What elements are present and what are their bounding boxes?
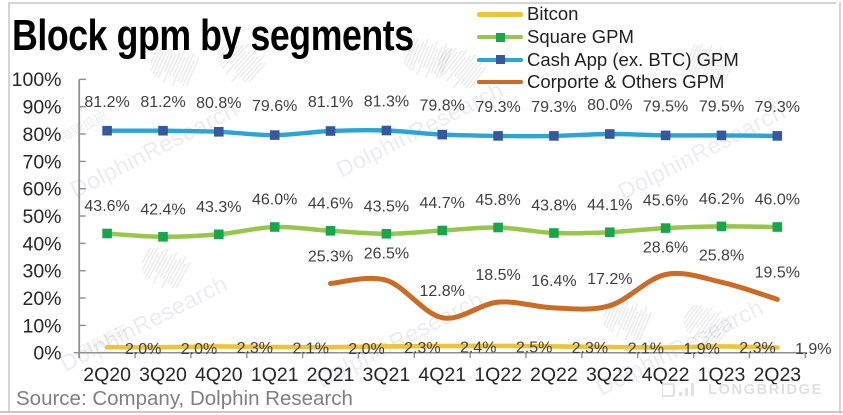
svg-text:2.3%: 2.3%: [404, 340, 440, 357]
svg-text:79.5%: 79.5%: [699, 99, 744, 116]
svg-text:0%: 0%: [33, 343, 61, 365]
svg-text:50%: 50%: [22, 206, 61, 228]
svg-text:81.1%: 81.1%: [308, 94, 353, 111]
svg-text:46.0%: 46.0%: [755, 192, 800, 209]
svg-text:2.5%: 2.5%: [516, 340, 552, 357]
svg-text:19.5%: 19.5%: [755, 265, 800, 282]
svg-text:2.3%: 2.3%: [739, 340, 775, 357]
svg-text:17.2%: 17.2%: [587, 271, 632, 288]
svg-text:70%: 70%: [22, 151, 61, 173]
svg-text:81.3%: 81.3%: [364, 94, 409, 111]
svg-text:44.7%: 44.7%: [420, 195, 465, 212]
svg-text:2.1%: 2.1%: [292, 341, 328, 358]
svg-text:43.8%: 43.8%: [531, 198, 576, 215]
svg-text:12.8%: 12.8%: [420, 283, 465, 300]
svg-text:3Q22: 3Q22: [586, 364, 634, 386]
svg-text:1.9%: 1.9%: [795, 341, 831, 358]
svg-text:79.3%: 79.3%: [755, 99, 800, 116]
svg-text:45.8%: 45.8%: [475, 192, 520, 209]
svg-text:1.9%: 1.9%: [683, 341, 719, 358]
svg-text:90%: 90%: [22, 97, 61, 119]
svg-text:2.0%: 2.0%: [181, 341, 217, 358]
svg-text:10%: 10%: [22, 315, 61, 337]
svg-text:30%: 30%: [22, 261, 61, 283]
svg-text:2.1%: 2.1%: [628, 341, 664, 358]
svg-text:25.3%: 25.3%: [308, 249, 353, 266]
svg-text:4Q20: 4Q20: [195, 364, 243, 386]
svg-text:1Q22: 1Q22: [474, 364, 522, 386]
svg-text:42.4%: 42.4%: [140, 201, 185, 218]
svg-text:43.3%: 43.3%: [196, 199, 241, 216]
svg-text:80%: 80%: [22, 124, 61, 146]
svg-text:3Q20: 3Q20: [139, 364, 187, 386]
svg-text:79.5%: 79.5%: [643, 99, 688, 116]
svg-text:43.5%: 43.5%: [364, 198, 409, 215]
svg-text:4Q22: 4Q22: [642, 364, 690, 386]
svg-text:43.6%: 43.6%: [84, 198, 129, 215]
svg-text:79.6%: 79.6%: [252, 98, 297, 115]
svg-text:2.4%: 2.4%: [460, 340, 496, 357]
svg-text:1Q23: 1Q23: [698, 364, 746, 386]
svg-text:25.8%: 25.8%: [699, 247, 744, 264]
svg-text:79.8%: 79.8%: [420, 98, 465, 115]
svg-text:2.0%: 2.0%: [348, 341, 384, 358]
svg-text:1Q21: 1Q21: [251, 364, 299, 386]
svg-text:2Q23: 2Q23: [753, 364, 801, 386]
svg-text:44.1%: 44.1%: [587, 197, 632, 214]
svg-text:2.0%: 2.0%: [125, 341, 161, 358]
svg-text:2Q21: 2Q21: [307, 364, 355, 386]
svg-text:18.5%: 18.5%: [475, 267, 520, 284]
svg-text:81.2%: 81.2%: [84, 94, 129, 111]
svg-text:45.6%: 45.6%: [643, 193, 688, 210]
svg-text:2Q22: 2Q22: [530, 364, 578, 386]
svg-text:46.0%: 46.0%: [252, 192, 297, 209]
svg-text:40%: 40%: [22, 233, 61, 255]
svg-text:44.6%: 44.6%: [308, 195, 353, 212]
svg-text:80.8%: 80.8%: [196, 95, 241, 112]
svg-text:2.3%: 2.3%: [572, 340, 608, 357]
svg-text:80.0%: 80.0%: [587, 97, 632, 114]
svg-text:46.2%: 46.2%: [699, 191, 744, 208]
svg-text:3Q21: 3Q21: [363, 364, 411, 386]
svg-text:4Q21: 4Q21: [418, 364, 466, 386]
svg-text:81.2%: 81.2%: [140, 94, 185, 111]
svg-text:16.4%: 16.4%: [531, 273, 576, 290]
svg-text:20%: 20%: [22, 288, 61, 310]
svg-text:2Q20: 2Q20: [83, 364, 131, 386]
svg-text:79.3%: 79.3%: [531, 99, 576, 116]
svg-text:26.5%: 26.5%: [364, 245, 409, 262]
svg-text:60%: 60%: [22, 179, 61, 201]
svg-text:79.3%: 79.3%: [475, 99, 520, 116]
svg-text:28.6%: 28.6%: [643, 240, 688, 257]
svg-text:100%: 100%: [12, 69, 62, 91]
svg-text:2.3%: 2.3%: [237, 340, 273, 357]
